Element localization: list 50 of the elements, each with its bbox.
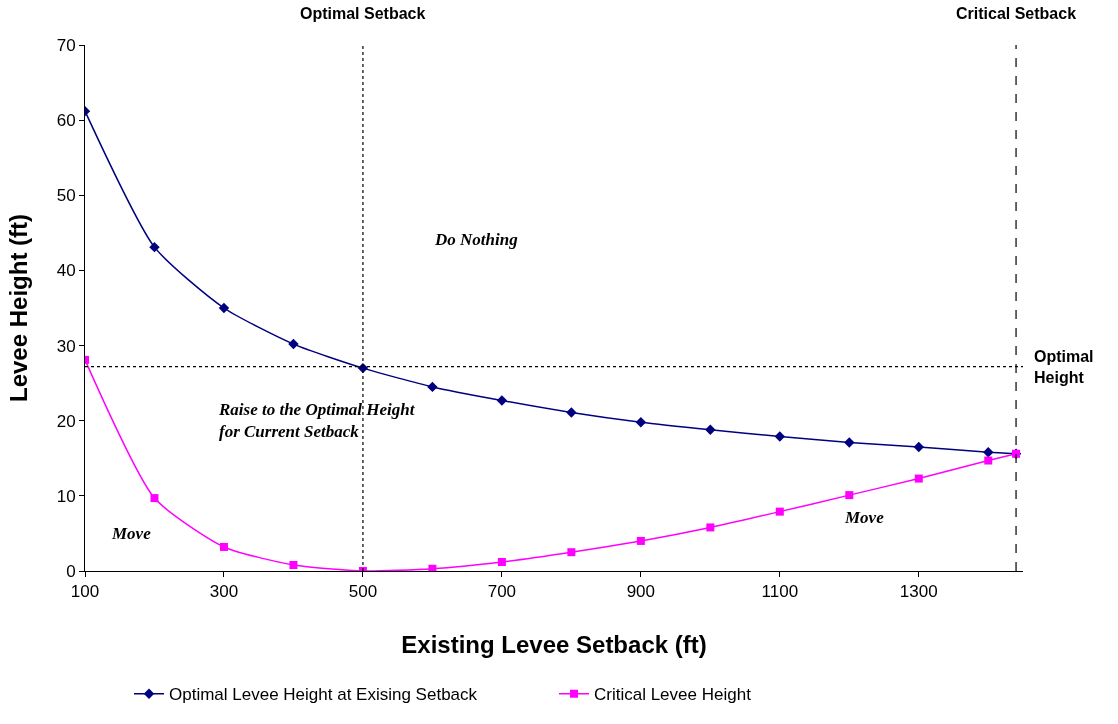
y-tick-label: 50 bbox=[56, 186, 76, 206]
x-tick-label: 1300 bbox=[899, 582, 938, 602]
point bbox=[149, 241, 160, 253]
x-tick-label: 1100 bbox=[761, 582, 799, 602]
point bbox=[705, 424, 716, 435]
ref-line-label: Optimal Height bbox=[1034, 348, 1094, 386]
y-tick-label: 40 bbox=[56, 261, 76, 281]
x-axis-title: Existing Levee Setback (ft) bbox=[401, 631, 707, 658]
x-tick-label: 900 bbox=[626, 582, 656, 602]
point bbox=[288, 338, 299, 350]
y-tick-label: 30 bbox=[56, 336, 76, 356]
annotation: Move bbox=[844, 508, 885, 527]
y-tick-label: 10 bbox=[56, 486, 76, 506]
legend-label: Critical Levee Height bbox=[594, 685, 752, 705]
point bbox=[289, 560, 298, 569]
annotation: Raise to the Optimal Height for Current Setback bbox=[218, 400, 416, 442]
x-tick-label: 500 bbox=[348, 582, 378, 602]
point bbox=[219, 542, 228, 551]
point bbox=[914, 474, 923, 483]
point bbox=[428, 564, 437, 571]
y-axis-title: Levee Height (ft) bbox=[5, 213, 32, 403]
point bbox=[984, 456, 993, 465]
point bbox=[218, 302, 230, 314]
point bbox=[496, 395, 508, 406]
point bbox=[427, 381, 438, 393]
point bbox=[845, 491, 854, 500]
point bbox=[844, 437, 855, 448]
point bbox=[636, 536, 645, 545]
point bbox=[497, 557, 506, 566]
point bbox=[566, 407, 577, 418]
point bbox=[635, 417, 647, 428]
point bbox=[150, 494, 159, 503]
y-tick-label: 60 bbox=[56, 111, 76, 131]
annotation: Do Nothing bbox=[434, 230, 519, 249]
point bbox=[774, 431, 786, 442]
point bbox=[706, 523, 715, 532]
point bbox=[913, 441, 924, 453]
point bbox=[983, 447, 994, 458]
point bbox=[567, 548, 576, 557]
ref-line-label: Optimal Setback bbox=[300, 5, 426, 22]
y-tick-label: 70 bbox=[56, 35, 76, 55]
y-tick-label: 20 bbox=[56, 411, 76, 431]
x-tick-label: 300 bbox=[209, 582, 239, 602]
legend-label: Optimal Levee Height at Exising Setback bbox=[169, 685, 478, 705]
annotation: Move bbox=[111, 524, 152, 543]
x-tick-label: 100 bbox=[70, 582, 100, 602]
y-tick-label: 0 bbox=[66, 561, 76, 581]
ref-line-label: Critical Setback bbox=[956, 5, 1077, 22]
x-tick-label: 700 bbox=[487, 582, 517, 602]
point bbox=[775, 507, 784, 516]
